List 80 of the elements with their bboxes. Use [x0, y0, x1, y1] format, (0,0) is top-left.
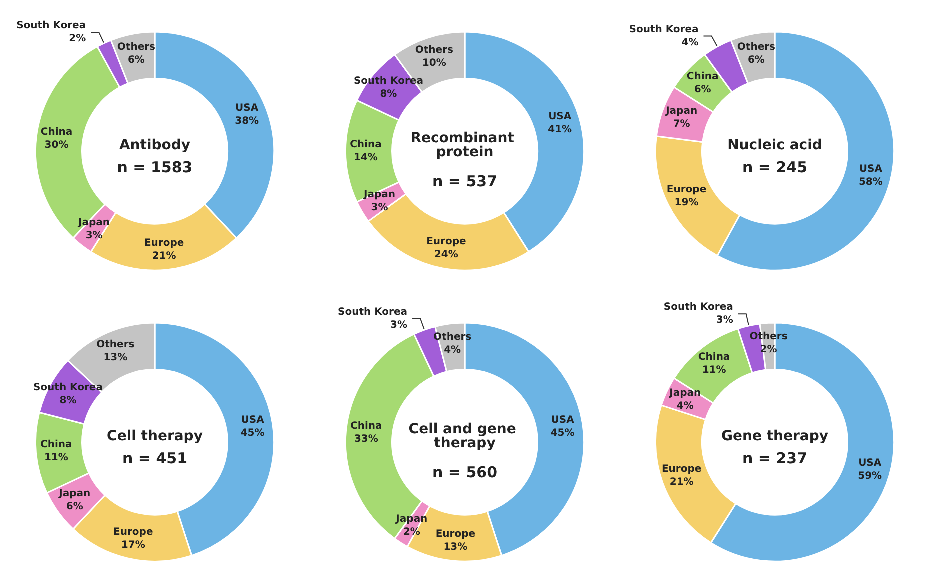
data-label: 6% — [66, 502, 84, 513]
slice-label: Japan — [58, 488, 91, 500]
slice-label: Europe — [144, 238, 184, 249]
text: Recombinant protein — [410, 130, 520, 160]
data-label: 41% — [548, 124, 572, 136]
data-label: 21% — [670, 476, 694, 488]
data-label: 13% — [104, 352, 128, 364]
slice-label: USA — [241, 414, 265, 426]
slice-label: USA — [236, 102, 259, 114]
slice-label: China — [350, 139, 382, 150]
data-label: 24% — [434, 250, 458, 261]
data-label: 14% — [354, 152, 378, 164]
slice-label: Japan — [78, 218, 110, 229]
data-label: 45% — [240, 428, 265, 439]
slice-label: Others — [415, 45, 454, 56]
slice-label: China — [40, 126, 73, 138]
data-label: 33% — [354, 434, 378, 445]
data-label: 3% — [390, 320, 408, 331]
text: Nucleic acid — [728, 138, 822, 154]
data-label: 11% — [44, 452, 68, 464]
data-label: 21% — [152, 250, 176, 262]
text: n = 537 — [432, 172, 498, 190]
text: n = 237 — [742, 450, 808, 468]
slice-label: China — [40, 440, 72, 451]
slice-label: South Korea — [664, 302, 734, 314]
data-label: 7% — [673, 118, 690, 130]
data-label: 8% — [380, 89, 398, 100]
data-label: 6% — [694, 84, 712, 96]
data-label: 59% — [858, 470, 882, 482]
data-label: 11% — [702, 365, 726, 376]
text: n = 1583 — [117, 158, 193, 176]
slice-label: Europe — [114, 526, 154, 538]
slice-label: Others — [750, 331, 788, 342]
data-label: 10% — [422, 58, 446, 70]
slice-label: USA — [551, 414, 575, 426]
slice-label: Others — [737, 42, 776, 54]
text: Gene therapy — [722, 428, 828, 444]
data-label: 19% — [674, 197, 699, 208]
slice-label: China — [350, 421, 382, 432]
data-label: 4% — [676, 401, 694, 412]
slice-label: Japan — [668, 388, 702, 400]
slice-label: Japan — [363, 190, 396, 201]
text: Antibody — [119, 138, 191, 154]
text: n = 560 — [432, 464, 498, 482]
slice-label: Japan — [395, 514, 428, 525]
data-label: 4% — [682, 37, 699, 48]
slice-label: South Korea — [338, 306, 408, 318]
data-label: 6% — [128, 55, 145, 66]
slice-label: Europe — [662, 464, 702, 475]
text: n = 245 — [742, 158, 808, 176]
slice-label: South Korea — [629, 24, 699, 36]
data-label: 2% — [69, 34, 86, 45]
data-label: 3% — [371, 202, 388, 214]
slice-label: Others — [117, 42, 156, 54]
slice-label: USA — [548, 112, 572, 123]
data-label: 38% — [235, 116, 260, 127]
text: Cell therapy — [107, 428, 203, 444]
slice-label: Japan — [665, 106, 698, 117]
data-label: 4% — [444, 345, 462, 356]
data-label: 13% — [444, 542, 468, 553]
data-label: 8% — [60, 396, 77, 407]
text: Cell and gene therapy — [408, 422, 522, 452]
slice-label: China — [686, 72, 719, 83]
data-label: 2% — [403, 526, 420, 538]
slice-label: Others — [96, 339, 135, 350]
data-label: 45% — [550, 428, 575, 439]
slice-label: USA — [859, 164, 883, 175]
data-label: 30% — [44, 140, 69, 151]
slice-label: Europe — [436, 528, 476, 540]
data-label: 6% — [748, 55, 765, 66]
slice-label: USA — [858, 458, 882, 469]
data-label: 3% — [716, 315, 734, 326]
data-label: 17% — [121, 540, 146, 551]
text: n = 451 — [122, 450, 188, 468]
data-label: 3% — [86, 230, 103, 242]
slice-label: China — [698, 352, 730, 364]
slice-label: South Korea — [16, 20, 86, 32]
data-label: 58% — [858, 176, 883, 188]
slice-label: Europe — [666, 184, 707, 196]
slice-label: Europe — [426, 236, 466, 248]
